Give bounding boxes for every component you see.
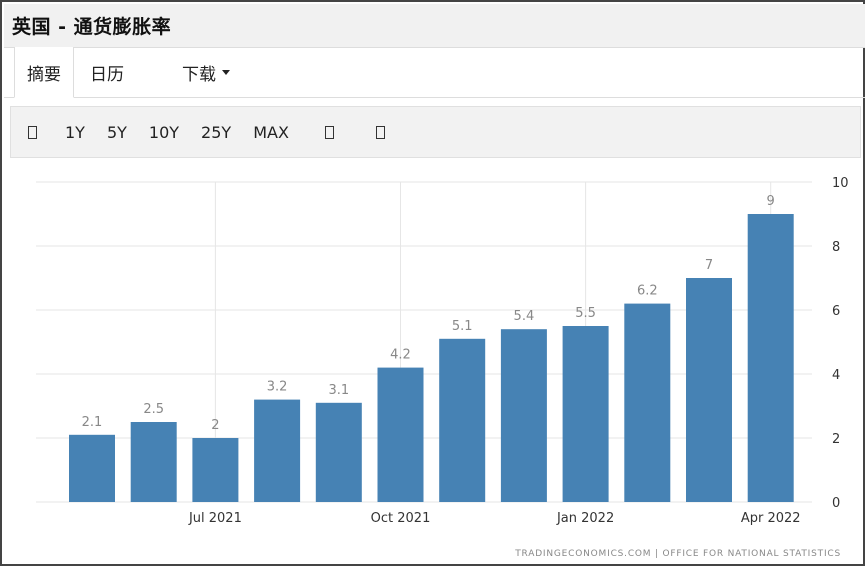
data-label: 7	[705, 258, 713, 273]
settings-icon	[376, 126, 385, 139]
chevron-down-icon	[222, 70, 230, 75]
bar	[69, 435, 115, 502]
tab-calendar-label: 日历	[90, 60, 124, 85]
y-tick-label: 8	[832, 240, 840, 255]
range-1y-button[interactable]: 1Y	[54, 106, 96, 158]
data-label: 3.1	[328, 383, 349, 398]
range-25y-label: 25Y	[201, 123, 231, 142]
x-tick-label: Jan 2022	[556, 511, 614, 526]
source-credit: TRADINGECONOMICS.COM | OFFICE FOR NATION…	[515, 549, 841, 559]
chart-type-button[interactable]	[308, 106, 351, 158]
data-label: 2.1	[82, 415, 103, 430]
bar	[439, 339, 485, 502]
y-tick-label: 6	[832, 304, 840, 319]
tab-download[interactable]: 下载	[166, 47, 246, 97]
data-label: 2	[211, 418, 219, 433]
range-25y-button[interactable]: 25Y	[190, 106, 242, 158]
chart-type-icon	[325, 126, 334, 139]
y-tick-label: 4	[832, 368, 840, 383]
bar	[254, 400, 300, 502]
chart-area: 0 2 4 6 8 10 2.1 2.5 2 3.2 3.1 4.2 5.1 5.4 5.5 6.2 7 9 Jul…	[0, 165, 865, 565]
page-title: 英国 - 通货膨胀率	[12, 12, 171, 39]
range-max-label: MAX	[253, 123, 289, 142]
settings-button[interactable]	[359, 106, 402, 158]
data-label: 5.4	[514, 309, 535, 324]
bar	[131, 422, 177, 502]
x-tick-label: Jul 2021	[188, 511, 242, 526]
tab-download-label: 下载	[182, 60, 216, 85]
tab-summary[interactable]: 摘要	[14, 47, 74, 98]
tab-calendar[interactable]: 日历	[74, 47, 140, 97]
range-max-button[interactable]: MAX	[242, 106, 300, 158]
bar-chart: 0 2 4 6 8 10 2.1 2.5 2 3.2 3.1 4.2 5.1 5.4 5.5 6.2 7 9 Jul…	[0, 165, 865, 565]
title-bar: 英国 - 通货膨胀率	[4, 4, 865, 48]
bar	[501, 329, 547, 502]
data-label: 4.2	[390, 348, 411, 363]
y-tick-label: 2	[832, 432, 840, 447]
x-tick-label: Apr 2022	[741, 511, 801, 526]
y-tick-label: 10	[832, 176, 849, 191]
range-toolbar: 1Y 5Y 10Y 25Y MAX	[10, 106, 861, 158]
data-label: 6.2	[637, 284, 658, 299]
data-label: 3.2	[267, 380, 288, 395]
range-10y-label: 10Y	[149, 123, 179, 142]
bar	[748, 214, 794, 502]
tab-bar: 摘要 日历 下载	[4, 48, 865, 98]
data-label: 5.5	[575, 306, 596, 321]
bar	[686, 278, 732, 502]
calendar-icon	[28, 126, 37, 139]
data-label: 5.1	[452, 319, 473, 334]
range-5y-button[interactable]: 5Y	[96, 106, 138, 158]
range-5y-label: 5Y	[107, 123, 127, 142]
bar	[624, 304, 670, 502]
data-label: 9	[767, 194, 775, 209]
bar	[316, 403, 362, 502]
y-tick-label: 0	[832, 496, 840, 511]
bar	[192, 438, 238, 502]
bar	[378, 368, 424, 502]
x-tick-label: Oct 2021	[371, 511, 431, 526]
range-1y-label: 1Y	[65, 123, 85, 142]
calendar-button[interactable]	[11, 106, 54, 158]
data-label: 2.5	[143, 402, 164, 417]
tab-summary-label: 摘要	[27, 60, 61, 85]
bar	[563, 326, 609, 502]
range-10y-button[interactable]: 10Y	[138, 106, 190, 158]
